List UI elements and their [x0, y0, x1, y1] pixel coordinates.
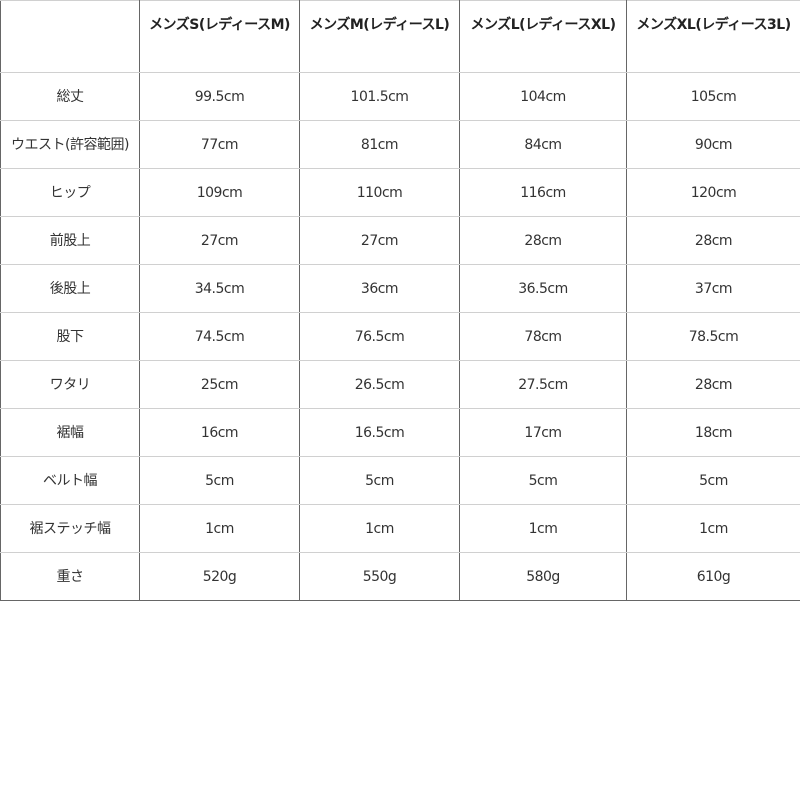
- table-row: 重さ 520g 550g 580g 610g: [0, 552, 800, 601]
- measurement-cell: 78.5cm: [626, 312, 800, 361]
- measurement-cell: 76.5cm: [299, 312, 460, 361]
- measurement-cell: 18cm: [626, 408, 800, 457]
- measurement-cell: 84cm: [459, 120, 627, 169]
- measurement-cell: 5cm: [459, 456, 627, 505]
- table-row: ベルト幅 5cm 5cm 5cm 5cm: [0, 456, 800, 505]
- row-label: 重さ: [0, 552, 140, 601]
- row-label: ウエスト(許容範囲): [0, 120, 140, 169]
- measurement-cell: 27cm: [139, 216, 300, 265]
- measurement-cell: 120cm: [626, 168, 800, 217]
- row-label: ワタリ: [0, 360, 140, 409]
- measurement-cell: 74.5cm: [139, 312, 300, 361]
- table-row: ウエスト(許容範囲) 77cm 81cm 84cm 90cm: [0, 120, 800, 169]
- measurement-cell: 520g: [139, 552, 300, 601]
- table-row: ワタリ 25cm 26.5cm 27.5cm 28cm: [0, 360, 800, 409]
- measurement-cell: 34.5cm: [139, 264, 300, 313]
- row-label: 裾幅: [0, 408, 140, 457]
- table-row: 裾幅 16cm 16.5cm 17cm 18cm: [0, 408, 800, 457]
- measurement-cell: 105cm: [626, 72, 800, 121]
- size-header: メンズM(レディースL): [299, 0, 460, 73]
- measurement-cell: 550g: [299, 552, 460, 601]
- measurement-cell: 28cm: [626, 216, 800, 265]
- measurement-cell: 99.5cm: [139, 72, 300, 121]
- measurement-cell: 116cm: [459, 168, 627, 217]
- measurement-cell: 25cm: [139, 360, 300, 409]
- measurement-cell: 16cm: [139, 408, 300, 457]
- measurement-cell: 1cm: [139, 504, 300, 553]
- header-row: メンズS(レディースM) メンズM(レディースL) メンズL(レディースXL) メンズ…: [0, 0, 800, 73]
- row-label: 後股上: [0, 264, 140, 313]
- measurement-cell: 101.5cm: [299, 72, 460, 121]
- measurement-cell: 1cm: [459, 504, 627, 553]
- row-label: 裾ステッチ幅: [0, 504, 140, 553]
- row-label: ヒップ: [0, 168, 140, 217]
- measurement-cell: 78cm: [459, 312, 627, 361]
- measurement-cell: 610g: [626, 552, 800, 601]
- row-label: 股下: [0, 312, 140, 361]
- table-row: 総丈 99.5cm 101.5cm 104cm 105cm: [0, 72, 800, 121]
- measurement-cell: 580g: [459, 552, 627, 601]
- row-label: 総丈: [0, 72, 140, 121]
- table-row: ヒップ 109cm 110cm 116cm 120cm: [0, 168, 800, 217]
- measurement-cell: 1cm: [299, 504, 460, 553]
- measurement-cell: 5cm: [139, 456, 300, 505]
- measurement-cell: 1cm: [626, 504, 800, 553]
- measurement-cell: 37cm: [626, 264, 800, 313]
- measurement-cell: 27.5cm: [459, 360, 627, 409]
- measurement-cell: 90cm: [626, 120, 800, 169]
- corner-cell: [0, 0, 140, 73]
- table-row: 後股上 34.5cm 36cm 36.5cm 37cm: [0, 264, 800, 313]
- table-row: 裾ステッチ幅 1cm 1cm 1cm 1cm: [0, 504, 800, 553]
- measurement-cell: 17cm: [459, 408, 627, 457]
- size-header: メンズXL(レディース3L): [626, 0, 800, 73]
- measurement-cell: 109cm: [139, 168, 300, 217]
- measurement-cell: 77cm: [139, 120, 300, 169]
- measurement-cell: 110cm: [299, 168, 460, 217]
- size-table: メンズS(レディースM) メンズM(レディースL) メンズL(レディースXL) メンズ…: [0, 0, 800, 601]
- row-label: 前股上: [0, 216, 140, 265]
- measurement-cell: 104cm: [459, 72, 627, 121]
- measurement-cell: 27cm: [299, 216, 460, 265]
- table-row: 前股上 27cm 27cm 28cm 28cm: [0, 216, 800, 265]
- measurement-cell: 28cm: [459, 216, 627, 265]
- measurement-cell: 36cm: [299, 264, 460, 313]
- measurement-cell: 16.5cm: [299, 408, 460, 457]
- measurement-cell: 36.5cm: [459, 264, 627, 313]
- size-header: メンズS(レディースM): [139, 0, 300, 73]
- size-header: メンズL(レディースXL): [459, 0, 627, 73]
- measurement-cell: 5cm: [299, 456, 460, 505]
- table-row: 股下 74.5cm 76.5cm 78cm 78.5cm: [0, 312, 800, 361]
- measurement-cell: 26.5cm: [299, 360, 460, 409]
- measurement-cell: 81cm: [299, 120, 460, 169]
- row-label: ベルト幅: [0, 456, 140, 505]
- measurement-cell: 28cm: [626, 360, 800, 409]
- measurement-cell: 5cm: [626, 456, 800, 505]
